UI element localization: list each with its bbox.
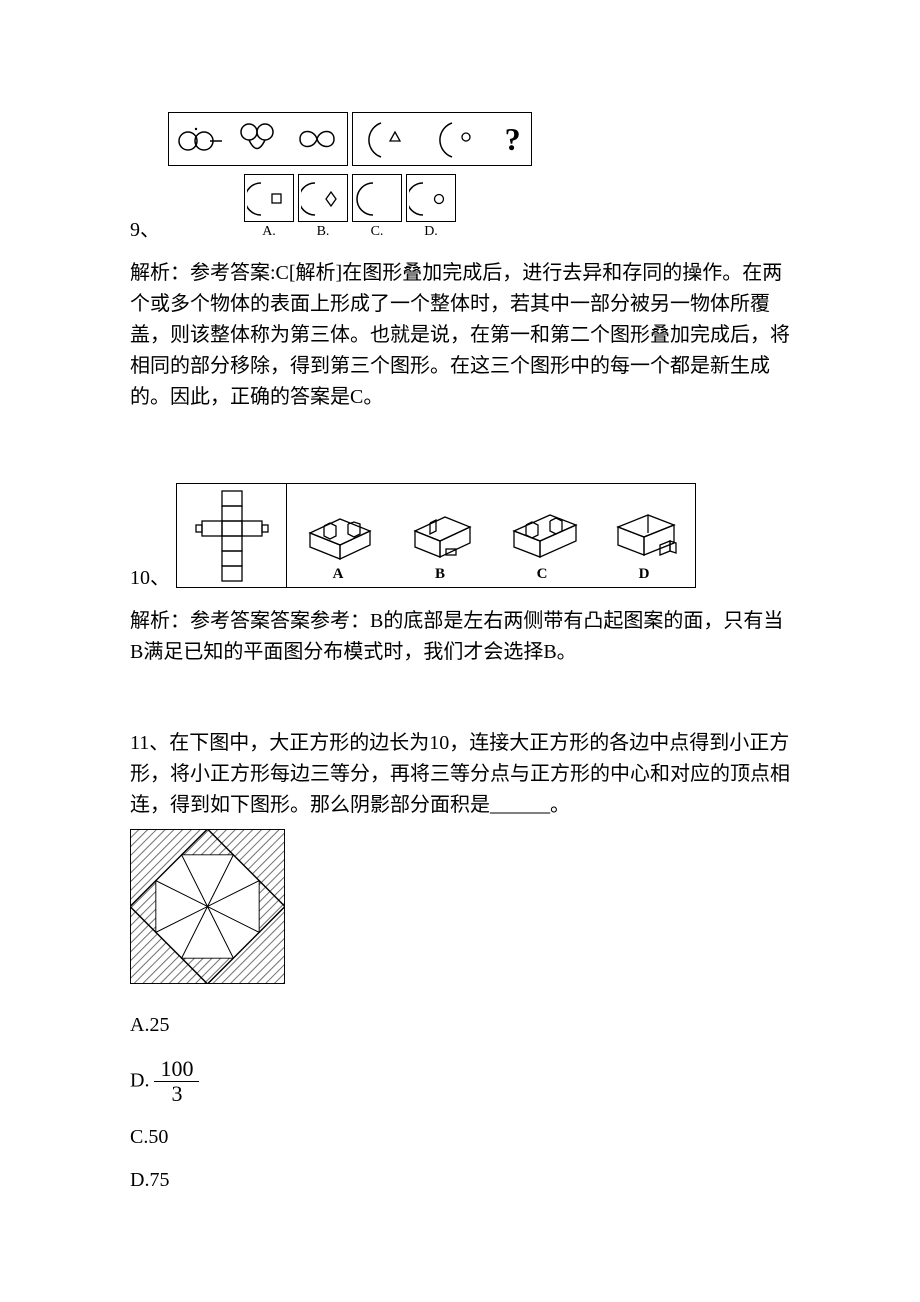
iso-shape-c: [502, 501, 582, 561]
fraction-denominator: 3: [154, 1082, 199, 1106]
q11-option-b-prefix: D.: [130, 1069, 149, 1091]
iso-shape-b: [400, 501, 480, 561]
q9-number: 9、: [130, 220, 160, 240]
q10-explanation: 解析：参考答案答案参考：B的底部是左右两侧带有凸起图案的面，只有当B满足已知的平…: [130, 606, 790, 668]
q10-row: 10、: [130, 483, 790, 588]
fraction-numerator: 100: [154, 1057, 199, 1082]
q11-option-a: A.25: [130, 1014, 790, 1037]
q10-net-cell: [177, 484, 287, 587]
iso-shape-d: [604, 501, 684, 561]
glyph-arc-only: [355, 178, 399, 218]
q10-option-d-label: D: [639, 566, 650, 583]
glyph-arc-smallcircle: [434, 117, 484, 161]
q9-figure: ? A.: [166, 110, 534, 240]
q10-figure: A: [176, 483, 696, 588]
q9-option-a-box: [244, 174, 294, 222]
q9-explanation: 解析：参考答案:C[解析]在图形叠加完成后，进行去异和存同的操作。在两个或多个物…: [130, 258, 790, 413]
question-9: 9、: [130, 110, 790, 413]
fraction-100-over-3: 100 3: [154, 1057, 199, 1106]
question-10: 10、: [130, 483, 790, 668]
q9-options-row: A. B.: [242, 174, 458, 240]
q9-premise-box-right: ?: [352, 112, 532, 166]
q10-option-c: C: [491, 484, 593, 587]
q10-option-c-label: C: [537, 566, 548, 583]
q9-row: 9、: [130, 110, 790, 240]
glyph-arc-diamond: [301, 178, 345, 218]
iso-shape-a: [298, 501, 378, 561]
q10-number: 10、: [130, 568, 170, 588]
q9-option-c-box: [352, 174, 402, 222]
q10-option-a: A: [287, 484, 389, 587]
q9-premise-box-left: [168, 112, 348, 166]
q10-option-b: B: [389, 484, 491, 587]
q10-option-d: D: [593, 484, 695, 587]
q9-option-c-label: C.: [371, 224, 384, 240]
q11-svg: [130, 829, 285, 984]
glyph-arc-square: [247, 178, 291, 218]
q11-option-c: C.50: [130, 1126, 790, 1149]
q9-option-a-label: A.: [262, 224, 276, 240]
q9-option-b-box: [298, 174, 348, 222]
q11-figure: [130, 829, 285, 984]
glyph-arc-triangle: [363, 117, 413, 161]
q9-option-d-label: D.: [424, 224, 438, 240]
question-mark: ?: [505, 121, 521, 158]
q9-option-d-box: [406, 174, 456, 222]
glyph-arc-circle: [409, 178, 453, 218]
question-11: 11、在下图中，大正方形的边长为10，连接大正方形的各边中点得到小正方形，将小正…: [130, 728, 790, 1192]
q11-option-d: D.75: [130, 1169, 790, 1192]
glyph-twoloops-top: [233, 119, 283, 159]
q10-option-a-label: A: [333, 566, 344, 583]
q11-stem: 11、在下图中，大正方形的边长为10，连接大正方形的各边中点得到小正方形，将小正…: [130, 728, 790, 821]
q9-option-b-label: B.: [317, 224, 330, 240]
glyph-twoloops-horizontal: [174, 119, 224, 159]
net-icon: [187, 488, 277, 583]
document-page: 9、: [0, 0, 920, 1292]
glyph-infinity: [292, 119, 342, 159]
q11-option-b: D. 100 3: [130, 1057, 790, 1106]
q10-option-b-label: B: [435, 566, 445, 583]
